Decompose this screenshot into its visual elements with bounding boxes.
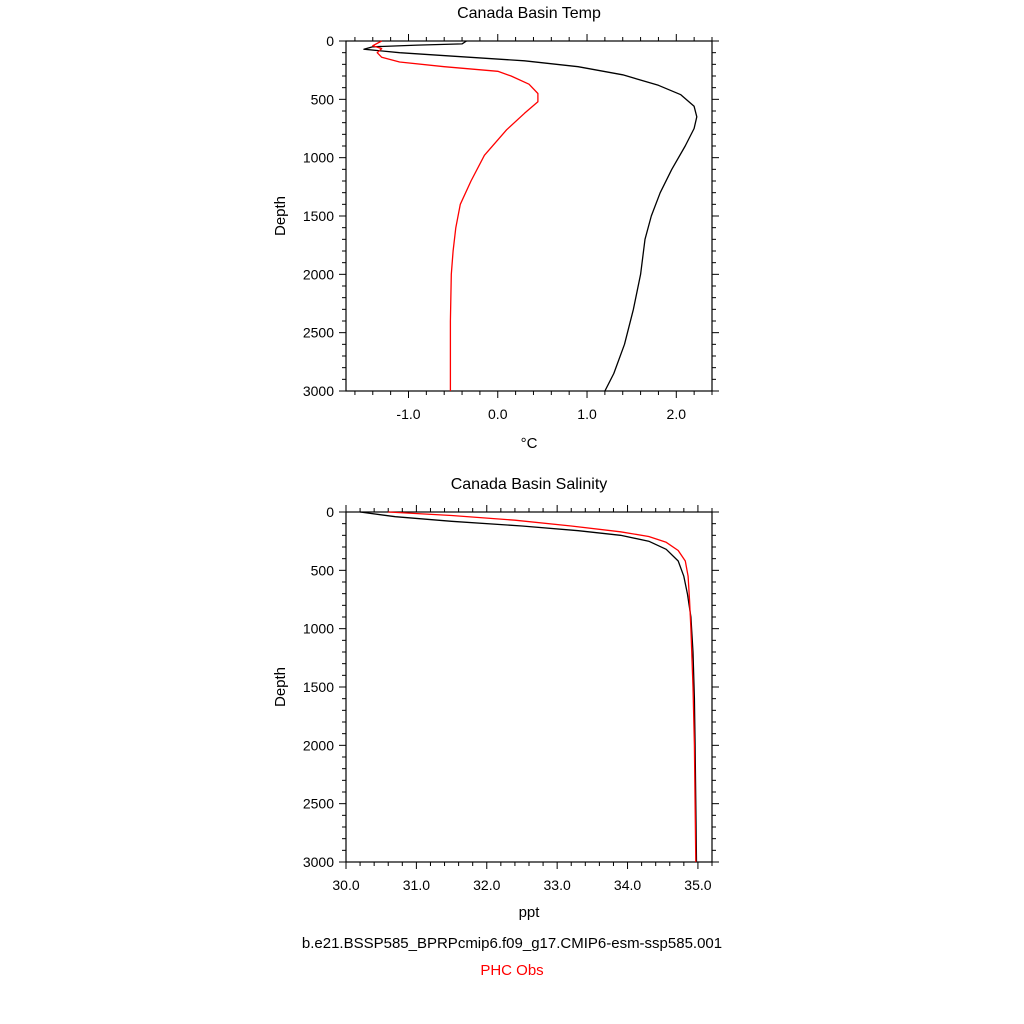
x-tick-label: 1.0 (577, 406, 597, 422)
x-tick-label: 33.0 (544, 877, 571, 893)
temp-panel: Canada Basin Temp -1.0 0.0 1.0 2.0 0 500 1000 15… (272, 5, 719, 452)
model-series-line (363, 40, 698, 392)
y-tick-label: 500 (311, 562, 335, 578)
obs-series-line (372, 40, 539, 391)
y-tick-label: 2500 (303, 325, 334, 341)
x-tick-label: 0.0 (488, 406, 508, 422)
y-tick-label: 2500 (303, 796, 334, 812)
x-axis-label: ppt (519, 904, 541, 921)
y-tick-label: 3000 (303, 383, 334, 399)
y-tick-label: 2000 (303, 266, 334, 282)
chart-title: Canada Basin Temp (457, 5, 601, 22)
y-tick-label: 1000 (303, 621, 334, 637)
x-tick-label: 30.0 (332, 877, 359, 893)
y-tick-label: 3000 (303, 854, 334, 870)
plot-frame (345, 511, 713, 863)
legend-model-label: b.e21.BSSP585_BPRPcmip6.f09_g17.CMIP6-es… (301, 935, 723, 952)
y-tick-label: 0 (326, 504, 334, 520)
plot-frame (345, 40, 713, 392)
x-tick-label: 34.0 (614, 877, 641, 893)
y-axis-label: Depth (272, 196, 289, 236)
x-axis-label: °C (521, 435, 538, 452)
y-tick-label: 1000 (303, 150, 334, 166)
y-tick-label: 500 (311, 91, 335, 107)
x-tick-label: -1.0 (396, 406, 420, 422)
model-series-line (360, 511, 698, 863)
y-tick-label: 0 (326, 33, 334, 49)
y-axis-label: Depth (272, 667, 289, 707)
x-tick-label: 2.0 (667, 406, 687, 422)
x-tick-label: 31.0 (403, 877, 430, 893)
obs-series-line (388, 511, 697, 863)
salinity-panel: Canada Basin Salinity 30.0 31.0 32.0 33.0 34.… (272, 476, 719, 921)
x-tick-label: 35.0 (684, 877, 711, 893)
legend-obs-label: PHC Obs (480, 962, 544, 979)
y-tick-label: 1500 (303, 208, 334, 224)
y-tick-label: 1500 (303, 679, 334, 695)
chart-title: Canada Basin Salinity (451, 476, 608, 493)
x-tick-label: 32.0 (473, 877, 500, 893)
y-tick-label: 2000 (303, 737, 334, 753)
